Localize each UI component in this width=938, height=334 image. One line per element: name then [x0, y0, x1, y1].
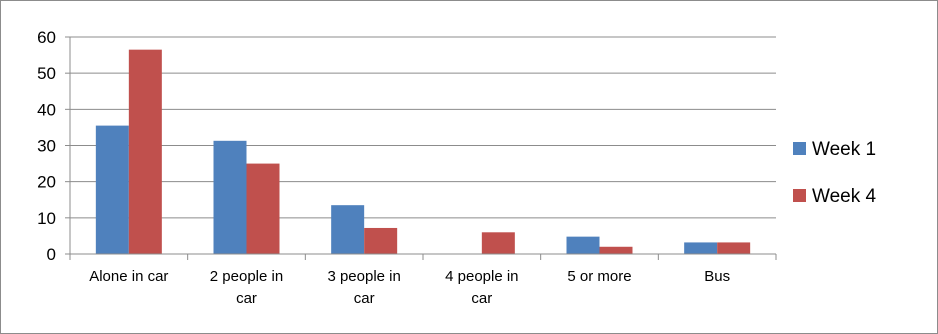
legend-label: Week 1 [812, 139, 876, 160]
x-tick-label: Alone in car [89, 268, 168, 285]
y-tick-label: 0 [47, 245, 56, 264]
y-tick-labels: 0 10 20 30 40 50 60 [37, 28, 56, 264]
legend-swatch [793, 142, 806, 155]
x-tick-label: 5 or more [567, 268, 631, 285]
y-tick-label: 40 [37, 100, 56, 119]
bar-week-4 [717, 242, 751, 254]
x-tick-label: 2 people in car [210, 268, 283, 307]
bar-week-4 [246, 163, 280, 254]
y-tick-label: 10 [37, 209, 56, 228]
bar-week-4 [128, 49, 162, 255]
bars [95, 49, 751, 255]
bar-week-4 [599, 246, 633, 254]
y-tick-label: 30 [37, 137, 56, 156]
bar-week-4 [481, 232, 515, 254]
legend-swatch [793, 189, 806, 202]
x-tick-labels: Alone in car 2 people in car 3 people in car… [89, 268, 730, 307]
y-tick-label: 20 [37, 173, 56, 192]
bar-week-1 [566, 236, 600, 254]
y-tick-label: 60 [37, 28, 56, 47]
bar-week-4 [364, 227, 398, 254]
legend: Week 1 Week 4 [793, 139, 877, 207]
y-tick-label: 50 [37, 64, 56, 83]
bar-week-1 [684, 242, 718, 254]
x-tick-label: Bus [704, 268, 730, 285]
x-tick-label: 4 people in car [445, 268, 518, 307]
legend-label: Week 4 [812, 186, 877, 207]
bar-week-1 [95, 125, 129, 254]
axes [65, 36, 777, 260]
bar-week-1 [213, 140, 247, 254]
x-tick-label: 3 people in car [327, 268, 400, 307]
gridlines [70, 36, 776, 219]
bar-week-1 [331, 205, 365, 254]
